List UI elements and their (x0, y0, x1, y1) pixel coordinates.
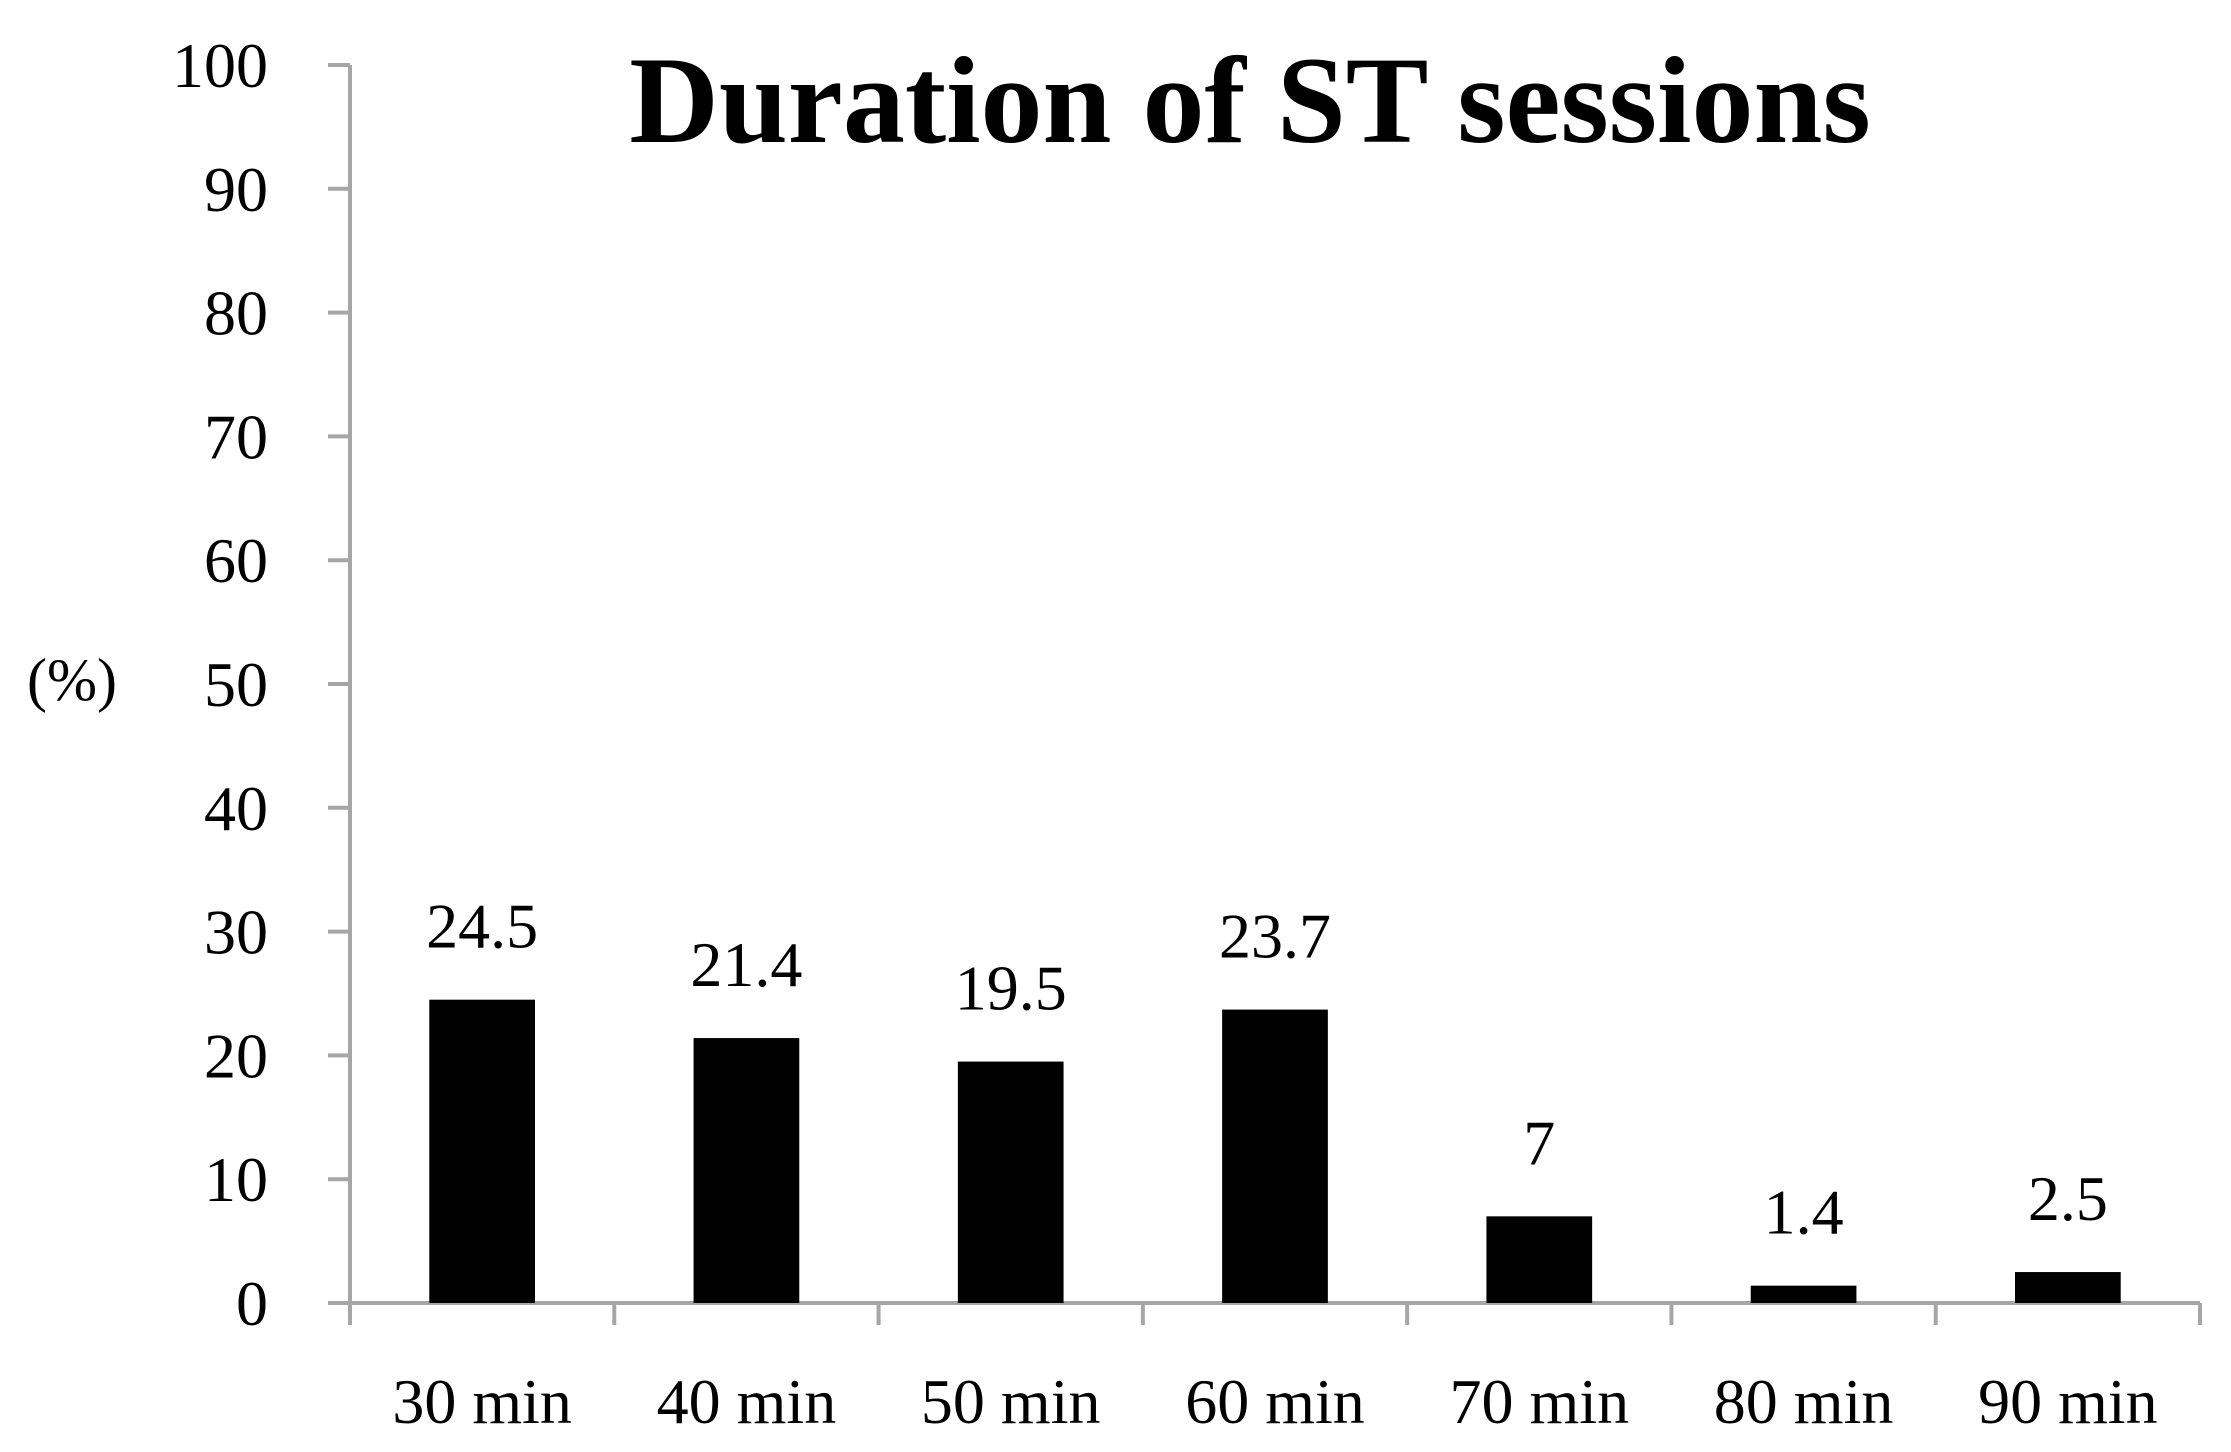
x-category-label: 30 min (392, 1366, 572, 1437)
y-tick-label: 0 (236, 1268, 268, 1339)
y-tick-label: 10 (204, 1144, 268, 1215)
y-tick-label: 20 (204, 1020, 268, 1091)
y-tick-label: 60 (204, 525, 268, 596)
bar (1750, 1285, 1857, 1303)
data-label: 21.4 (690, 929, 802, 1000)
y-tick-label: 100 (172, 30, 268, 101)
plot-area: 0 10 20 30 40 50 60 70 80 90 100 24.5 30 min 21.4 40 m… (172, 30, 2202, 1437)
y-tick-label: 70 (204, 401, 268, 472)
x-category-label: 60 min (1185, 1366, 1365, 1437)
data-label: 7 (1523, 1107, 1555, 1178)
x-category-label: 80 min (1714, 1366, 1894, 1437)
x-category-label: 70 min (1450, 1366, 1630, 1437)
y-tick-label: 30 (204, 897, 268, 968)
chart-title: Duration of ST sessions (629, 32, 1870, 169)
bar (2015, 1272, 2121, 1303)
bar (693, 1038, 800, 1303)
data-label: 2.5 (2028, 1163, 2108, 1234)
bar (1222, 1009, 1328, 1303)
bar (429, 999, 535, 1303)
x-category-label: 50 min (921, 1366, 1101, 1437)
y-tick-label: 80 (204, 278, 268, 349)
y-tick-label: 40 (204, 773, 268, 844)
y-axis-label: (%) (27, 647, 117, 713)
data-label: 24.5 (426, 891, 538, 962)
y-tick-label: 90 (204, 154, 268, 225)
y-tick-label: 50 (204, 649, 268, 720)
bar (1486, 1216, 1593, 1303)
data-label: 23.7 (1219, 901, 1331, 972)
data-label: 19.5 (955, 953, 1067, 1024)
data-label: 1.4 (1764, 1177, 1844, 1248)
x-category-label: 90 min (1978, 1366, 2158, 1437)
bar (957, 1061, 1064, 1303)
x-category-label: 40 min (657, 1366, 837, 1437)
